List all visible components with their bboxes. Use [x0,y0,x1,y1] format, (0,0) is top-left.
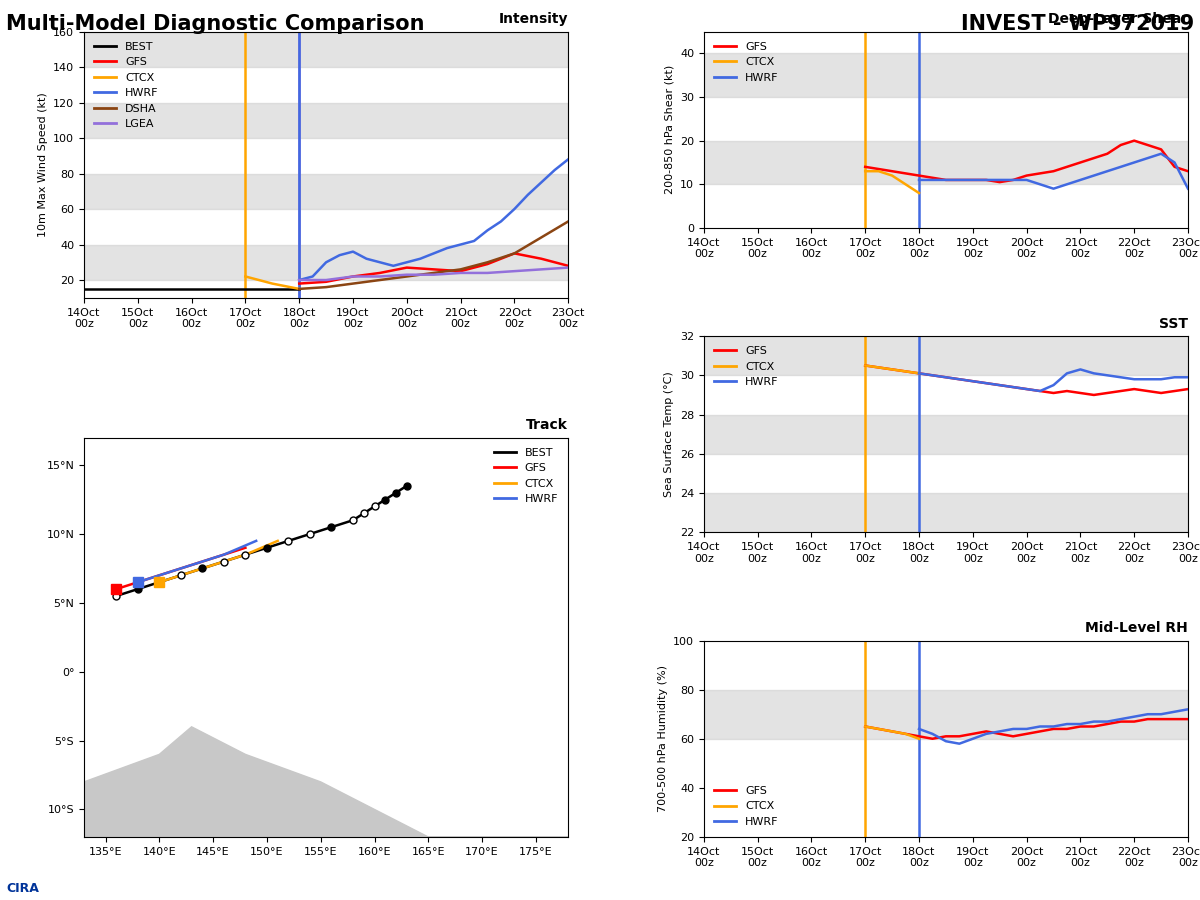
Y-axis label: Sea Surface Temp (°C): Sea Surface Temp (°C) [665,372,674,497]
Bar [703,493,1188,533]
Text: Track: Track [527,418,569,432]
Legend: GFS, CTCX, HWRF: GFS, CTCX, HWRF [709,37,782,87]
Bar [84,103,569,138]
Bar [84,245,569,280]
Bar [703,140,1188,184]
Bar [703,53,1188,97]
Y-axis label: 200-850 hPa Shear (kt): 200-850 hPa Shear (kt) [665,65,674,194]
Y-axis label: 10m Max Wind Speed (kt): 10m Max Wind Speed (kt) [37,93,48,237]
Legend: GFS, CTCX, HWRF: GFS, CTCX, HWRF [709,342,782,392]
Legend: BEST, GFS, CTCX, HWRF, DSHA, LGEA: BEST, GFS, CTCX, HWRF, DSHA, LGEA [90,37,163,134]
Text: Intensity: Intensity [499,13,569,26]
Text: INVEST - WP972019: INVEST - WP972019 [961,14,1194,33]
Polygon shape [84,727,569,837]
Legend: GFS, CTCX, HWRF: GFS, CTCX, HWRF [709,781,782,832]
Text: Deep-Layer Shear: Deep-Layer Shear [1048,13,1188,26]
Text: CIRA: CIRA [6,883,38,896]
Bar [703,415,1188,454]
Legend: BEST, GFS, CTCX, HWRF: BEST, GFS, CTCX, HWRF [490,443,563,508]
Bar [84,32,569,67]
Text: SST: SST [1159,317,1188,330]
Bar [703,336,1188,375]
Y-axis label: 700-500 hPa Humidity (%): 700-500 hPa Humidity (%) [658,665,667,813]
Text: Multi-Model Diagnostic Comparison: Multi-Model Diagnostic Comparison [6,14,425,33]
Bar [703,689,1188,739]
Bar [84,174,569,209]
Text: Mid-Level RH: Mid-Level RH [1085,621,1188,635]
